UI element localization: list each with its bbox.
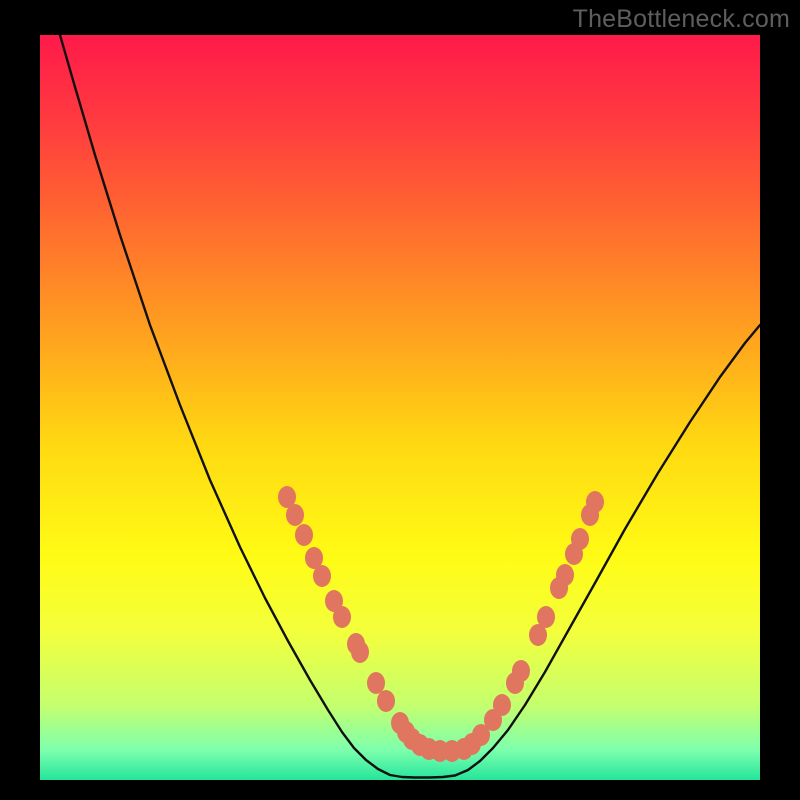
plot-area bbox=[40, 35, 760, 780]
data-marker bbox=[493, 694, 511, 716]
data-marker bbox=[295, 524, 313, 546]
data-marker bbox=[537, 606, 555, 628]
data-marker bbox=[377, 690, 395, 712]
data-marker bbox=[367, 672, 385, 694]
data-marker bbox=[556, 564, 574, 586]
data-marker bbox=[313, 565, 331, 587]
data-marker bbox=[586, 491, 604, 513]
data-marker bbox=[571, 528, 589, 550]
plot-svg bbox=[40, 35, 760, 780]
data-marker bbox=[351, 641, 369, 663]
chart-canvas: TheBottleneck.com bbox=[0, 0, 800, 800]
gradient-background bbox=[40, 35, 760, 780]
data-marker bbox=[512, 660, 530, 682]
watermark-text: TheBottleneck.com bbox=[573, 5, 790, 34]
data-marker bbox=[333, 606, 351, 628]
data-marker bbox=[286, 504, 304, 526]
